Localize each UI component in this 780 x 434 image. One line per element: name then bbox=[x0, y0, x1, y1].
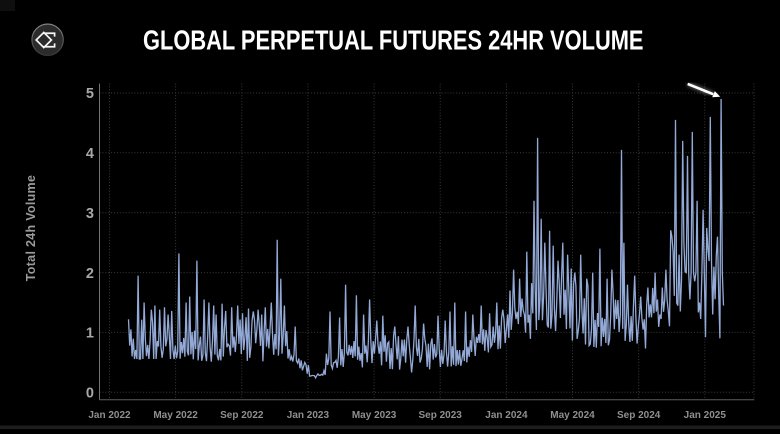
svg-text:Jan 2022: Jan 2022 bbox=[88, 410, 131, 421]
svg-text:May 2022: May 2022 bbox=[153, 410, 198, 421]
svg-text:0: 0 bbox=[86, 386, 94, 402]
svg-text:May 2024: May 2024 bbox=[550, 410, 595, 421]
svg-text:GLOBAL PERPETUAL FUTURES 24HR: GLOBAL PERPETUAL FUTURES 24HR VOLUME bbox=[143, 25, 644, 56]
svg-text:Total 24h Volume: Total 24h Volume bbox=[24, 175, 38, 281]
svg-text:1: 1 bbox=[86, 326, 94, 342]
svg-text:5: 5 bbox=[86, 86, 94, 102]
svg-text:3: 3 bbox=[86, 206, 94, 222]
svg-text:Jan 2025: Jan 2025 bbox=[684, 410, 727, 421]
svg-text:Sep 2023: Sep 2023 bbox=[419, 410, 463, 421]
svg-text:Jan 2024: Jan 2024 bbox=[485, 410, 528, 421]
svg-text:Jan 2023: Jan 2023 bbox=[287, 410, 330, 421]
svg-text:May 2023: May 2023 bbox=[352, 410, 397, 421]
svg-text:2: 2 bbox=[86, 266, 94, 282]
svg-text:4: 4 bbox=[86, 146, 94, 162]
svg-text:Sep 2022: Sep 2022 bbox=[220, 410, 264, 421]
svg-text:Sep 2024: Sep 2024 bbox=[617, 410, 661, 421]
